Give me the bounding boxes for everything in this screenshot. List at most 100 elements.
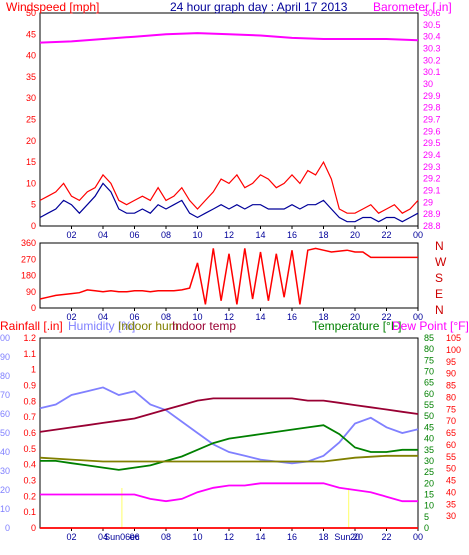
temperature-tick: 70 [424, 367, 434, 377]
temperature-tick: 30 [424, 456, 434, 466]
barometer-tick: 29.8 [423, 103, 441, 113]
dew-tick: 65 [446, 428, 456, 438]
plot-frame-3 [39, 337, 419, 529]
indoor-temp-label: Indoor temp [172, 319, 236, 333]
x-tick-label: 14 [255, 230, 265, 240]
barometer-tick: 30 [423, 79, 433, 89]
chart-marks: Sun06ec Sun 20 [39, 32, 419, 542]
temperature-tick: 45 [424, 422, 434, 432]
x-tick-label: 04 [98, 532, 108, 542]
windspeed-tick: 45 [26, 29, 36, 39]
windspeed-tick: 10 [26, 178, 36, 188]
x-tick-label: 14 [255, 312, 265, 322]
series-dew [40, 482, 418, 503]
barometer-tick: 29.6 [423, 126, 441, 136]
barometer-tick: 30.4 [423, 32, 441, 42]
temperature-tick: 55 [424, 400, 434, 410]
dew-tick: 35 [446, 499, 456, 509]
wind-dir-tick: 0 [31, 303, 36, 313]
temperature-tick: 50 [424, 411, 434, 421]
wind-dir-tick: 360 [21, 238, 36, 248]
temperature-tick: 25 [424, 467, 434, 477]
x-tick-label: 02 [66, 312, 76, 322]
humidity-tick: 90 [0, 352, 10, 362]
compass-n-top: N [435, 239, 444, 253]
windspeed-tick: 15 [26, 157, 36, 167]
barometer-tick: 29.9 [423, 91, 441, 101]
compass-s: S [435, 271, 443, 285]
x-tick-label: 20 [350, 532, 360, 542]
barometer-tick: 29.2 [423, 174, 441, 184]
humidity-label: Humidity [%] [68, 319, 135, 333]
barometer-tick: 30.1 [423, 67, 441, 77]
barometer-tick: 29.1 [423, 186, 441, 196]
temperature-tick: 15 [424, 489, 434, 499]
dew-tick: 55 [446, 452, 456, 462]
barometer-tick: 30.5 [423, 20, 441, 30]
temperature-tick: 0 [424, 523, 429, 533]
x-tick-label: 18 [318, 230, 328, 240]
wind-dir-tick: 90 [26, 287, 36, 297]
x-tick-label: 10 [192, 532, 202, 542]
x-tick-label: 12 [224, 312, 234, 322]
wind-dir-tick: 180 [21, 271, 36, 281]
x-tick-label: 08 [161, 532, 171, 542]
dew-tick: 50 [446, 464, 456, 474]
humidity-tick: 80 [0, 371, 10, 381]
x-tick-label: 20 [350, 230, 360, 240]
series-humidity [39, 386, 419, 465]
barometer-tick: 29.3 [423, 162, 441, 172]
rain-tick: 0.6 [23, 428, 36, 438]
x-tick-label: 16 [287, 230, 297, 240]
humidity-tick: 40 [0, 447, 10, 457]
x-tick-label: 00 [413, 230, 423, 240]
windspeed-tick: 35 [26, 72, 36, 82]
x-tick-label: 04 [98, 230, 108, 240]
rain-tick: 1.1 [23, 349, 36, 359]
barometer-tick: 29.5 [423, 138, 441, 148]
dew-tick: 40 [446, 487, 456, 497]
temperature-tick: 35 [424, 445, 434, 455]
x-tick-label: 22 [381, 532, 391, 542]
compass-w: W [435, 255, 447, 269]
plot-frames [39, 12, 419, 529]
wind-dir-tick: 270 [21, 254, 36, 264]
x-tick-label: 10 [192, 312, 202, 322]
dew-tick: 90 [446, 369, 456, 379]
dew-tick: 45 [446, 476, 456, 486]
rain-tick: 1.2 [23, 333, 36, 343]
windspeed-tick: 0 [31, 221, 36, 231]
temperature-tick: 20 [424, 478, 434, 488]
barometer-tick: 28.8 [423, 221, 441, 231]
barometer-tick: 29 [423, 197, 433, 207]
x-tick-label: 00 [413, 312, 423, 322]
windspeed-tick: 20 [26, 136, 36, 146]
x-tick-label: 12 [224, 532, 234, 542]
barometer-tick: 29.4 [423, 150, 441, 160]
series-wind_dir [39, 247, 418, 305]
x-tick-label: 06 [129, 532, 139, 542]
humidity-tick: 100 [0, 333, 10, 343]
indoor-hum-label: Indoor hum [118, 319, 179, 333]
temperature-tick: 60 [424, 389, 434, 399]
dew-point-label: Dew Point [°F] [392, 319, 469, 333]
x-tick-label: 20 [350, 312, 360, 322]
rain-tick: 0.4 [23, 460, 36, 470]
dew-tick: 105 [446, 333, 461, 343]
x-tick-label: 08 [161, 312, 171, 322]
barometer-axis-label: Barometer [ in] [373, 0, 452, 14]
x-tick-label: 18 [318, 312, 328, 322]
rain-tick: 1 [31, 365, 36, 375]
temperature-tick: 75 [424, 355, 434, 365]
series-wind_gust [39, 160, 419, 214]
barometer-tick: 30.3 [423, 44, 441, 54]
humidity-tick: 20 [0, 485, 10, 495]
series-indoor_hum [39, 454, 418, 463]
dew-tick: 30 [446, 511, 456, 521]
rain-tick: 0.8 [23, 396, 36, 406]
x-tick-label: 16 [287, 532, 297, 542]
series-wind_avg [39, 182, 419, 223]
windspeed-tick: 30 [26, 93, 36, 103]
